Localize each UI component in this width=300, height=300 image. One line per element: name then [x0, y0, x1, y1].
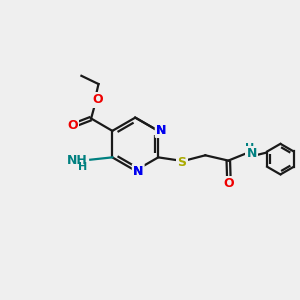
Text: N: N: [156, 124, 166, 137]
Text: O: O: [67, 119, 78, 132]
Text: O: O: [92, 93, 103, 106]
Text: O: O: [224, 177, 234, 190]
Text: N: N: [156, 124, 166, 137]
Text: H: H: [245, 143, 254, 153]
Text: N: N: [133, 165, 143, 178]
Text: NH: NH: [67, 154, 87, 167]
Text: N: N: [156, 124, 166, 137]
Text: N: N: [133, 165, 143, 178]
Text: N: N: [133, 165, 143, 178]
Text: H: H: [78, 162, 87, 172]
Text: S: S: [177, 156, 186, 169]
Text: N: N: [247, 147, 257, 160]
